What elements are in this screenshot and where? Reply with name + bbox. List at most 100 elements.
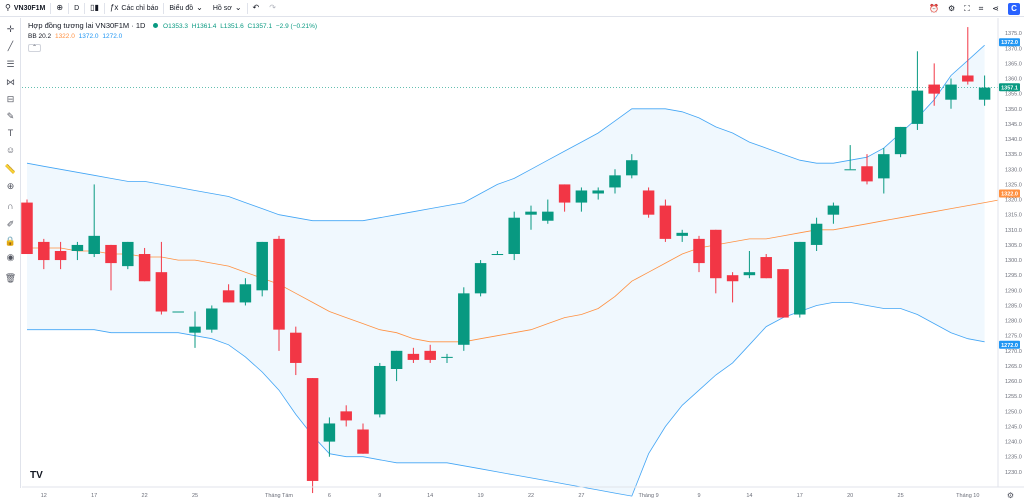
indicators-button[interactable]: ƒx Các chỉ báo bbox=[105, 0, 163, 17]
bb-lower-value: 1272.0 bbox=[102, 33, 123, 40]
trash-icon[interactable]: 🗑 bbox=[4, 273, 17, 283]
candle-body bbox=[323, 423, 336, 442]
chevron-down-icon: ⌄ bbox=[234, 3, 242, 12]
candle bbox=[340, 405, 352, 427]
price-label-bg bbox=[999, 189, 1020, 198]
divider bbox=[50, 2, 52, 14]
candle-body bbox=[71, 244, 84, 251]
profile-dropdown[interactable]: Hồ sơ ⌄ bbox=[208, 0, 247, 17]
chart-type-dropdown[interactable]: Biểu đồ ⌄ bbox=[164, 0, 207, 17]
eye-icon[interactable]: ◉ bbox=[6, 252, 15, 262]
candle bbox=[894, 126, 907, 158]
y-tick-label: 1265.0 bbox=[1005, 364, 1022, 370]
candle-body bbox=[575, 190, 588, 203]
candle-body bbox=[88, 235, 100, 255]
y-tick-label: 1260.0 bbox=[1005, 379, 1022, 385]
settings-icon[interactable]: ⚙ bbox=[948, 3, 956, 13]
legend-title: Hợp đồng tương lai VN30F1M · 1D bbox=[28, 21, 146, 30]
symbol-search[interactable]: ⚲ VN30F1M bbox=[0, 0, 50, 17]
y-tick-label: 1245.0 bbox=[1005, 424, 1022, 430]
interval-button[interactable]: D bbox=[69, 0, 84, 17]
candle bbox=[978, 75, 991, 106]
trend-line-icon[interactable]: ╱ bbox=[7, 41, 14, 51]
candle bbox=[206, 305, 218, 333]
stay-drawing-icon[interactable]: ✐ bbox=[6, 219, 15, 229]
candle-body bbox=[743, 272, 756, 276]
bb-name: BB 20.2 bbox=[28, 33, 52, 40]
candle-body bbox=[928, 84, 940, 94]
candle bbox=[659, 199, 672, 242]
candle bbox=[911, 51, 924, 130]
candle-body bbox=[390, 350, 403, 369]
candle bbox=[542, 199, 554, 224]
redo-button[interactable]: ↷ bbox=[264, 0, 281, 17]
time-axis: 12 17 22 25 Tháng Tám 6 9 14 19 22 27 Tháng 9 9 14 17 2… bbox=[22, 486, 1024, 499]
x-tick-label: 22 bbox=[528, 493, 534, 499]
crosshair-icon[interactable]: ✛ bbox=[6, 24, 15, 34]
y-tick-label: 1370.0 bbox=[1005, 46, 1022, 52]
candle bbox=[155, 241, 168, 315]
y-tick-label: 1290.0 bbox=[1005, 288, 1022, 294]
candle bbox=[290, 326, 302, 376]
y-tick-label: 1315.0 bbox=[1005, 213, 1022, 219]
candle-body bbox=[844, 169, 856, 171]
text-tool-icon[interactable]: T bbox=[7, 128, 14, 138]
y-tick-label: 1365.0 bbox=[1005, 61, 1022, 67]
fib-retracement-icon[interactable]: ⊟ bbox=[6, 94, 15, 104]
magnet-icon[interactable]: ∩ bbox=[7, 201, 14, 211]
lock-icon[interactable]: 🔒 bbox=[4, 236, 17, 246]
alert-icon[interactable]: ⏰ bbox=[929, 3, 939, 13]
candle-body bbox=[827, 205, 840, 215]
candle bbox=[38, 238, 50, 270]
collapse-legend-button[interactable]: ⌃ bbox=[28, 44, 41, 52]
bb-basis-line bbox=[27, 193, 1019, 343]
candle-body bbox=[626, 160, 638, 176]
candle-body bbox=[760, 257, 772, 279]
legend-bb[interactable]: BB 20.2 1322.0 1372.0 1272.0 bbox=[28, 33, 124, 40]
candle bbox=[928, 63, 940, 106]
ruler-icon[interactable]: 📏 bbox=[4, 164, 17, 174]
compare-button[interactable]: ⊕ bbox=[51, 0, 68, 17]
candle-body bbox=[558, 184, 571, 203]
pitchfork-icon[interactable]: ⋈ bbox=[6, 77, 15, 87]
x-tick-label: 27 bbox=[578, 493, 584, 499]
candle-body bbox=[189, 326, 201, 333]
settings-small-icon[interactable]: ⚙ bbox=[1006, 491, 1014, 500]
candle bbox=[239, 278, 252, 306]
price-axis: 1230.0 1235.0 1240.0 1245.0 1250.0 1255.0 1260… bbox=[997, 18, 1024, 487]
legend-close: C1357.1 bbox=[247, 23, 273, 30]
y-tick-label: 1310.0 bbox=[1005, 228, 1022, 234]
share-icon[interactable]: ⋖ bbox=[992, 3, 999, 13]
y-tick-label: 1335.0 bbox=[1005, 152, 1022, 158]
candle-body bbox=[978, 87, 991, 100]
zoom-in-icon[interactable]: ⊕ bbox=[6, 181, 15, 191]
candle-body bbox=[407, 353, 420, 360]
candle bbox=[273, 235, 285, 351]
candle-body bbox=[122, 241, 134, 267]
candle-type-button[interactable]: ▯▮ bbox=[85, 0, 104, 17]
x-tick-label: 9 bbox=[378, 493, 381, 499]
y-tick-label: 1240.0 bbox=[1005, 440, 1022, 446]
x-tick-label: Tháng 9 bbox=[639, 493, 659, 499]
candle bbox=[256, 241, 268, 297]
horizontal-lines-icon[interactable]: ☰ bbox=[6, 59, 15, 69]
undo-button[interactable]: ↶ bbox=[248, 0, 265, 17]
fullscreen-icon[interactable]: ⛶ bbox=[964, 3, 970, 13]
x-tick-label: 25 bbox=[192, 493, 198, 499]
candle-body bbox=[693, 238, 705, 264]
candle bbox=[88, 184, 100, 258]
snapshot-icon[interactable]: ⌗ bbox=[978, 3, 984, 13]
emoji-icon[interactable]: ☺ bbox=[5, 145, 16, 155]
candle bbox=[710, 229, 722, 294]
legend-dot-icon bbox=[153, 23, 159, 28]
candles bbox=[21, 27, 991, 494]
candle-body bbox=[508, 217, 520, 255]
undo-icon: ↶ bbox=[252, 3, 260, 12]
brush-icon[interactable]: ✎ bbox=[6, 111, 15, 121]
bb-upper-line bbox=[26, 44, 985, 222]
price-label-bg bbox=[999, 83, 1020, 92]
candle-body bbox=[525, 211, 537, 215]
candle bbox=[21, 199, 33, 255]
y-tick-label: 1255.0 bbox=[1005, 394, 1022, 400]
